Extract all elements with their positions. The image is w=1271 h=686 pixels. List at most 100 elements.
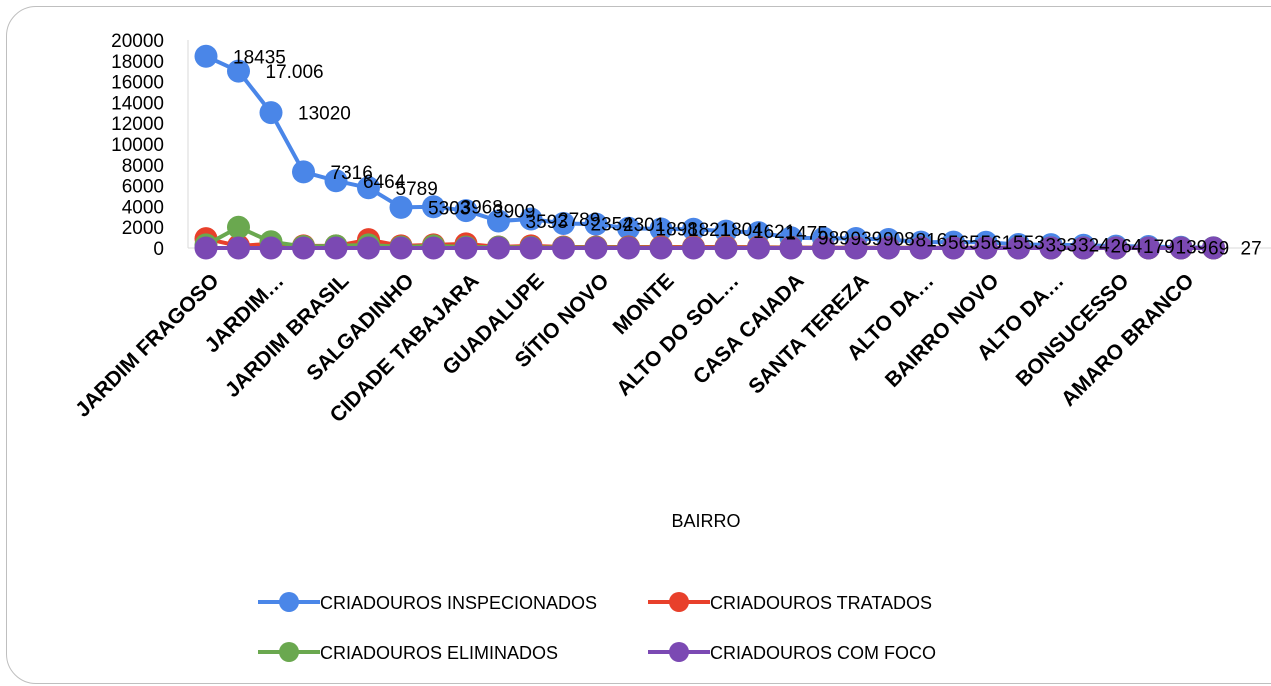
data-label: 2789 [558, 210, 600, 231]
data-point [844, 236, 868, 260]
data-label: 2354 [591, 215, 634, 236]
data-label: 1898 [656, 219, 698, 240]
legend-label: CRIADOUROS INSPECIONADOS [320, 593, 597, 613]
data-point [487, 209, 510, 233]
y-tick-label: 4000 [122, 197, 164, 218]
data-label: 5789 [396, 179, 438, 200]
data-point [649, 236, 673, 260]
x-tick-label: BAIRRO NOVO [881, 269, 1004, 392]
data-label: 18435 [233, 47, 286, 68]
data-label: 1621 [753, 222, 795, 243]
data-label: 989 [818, 229, 850, 250]
data-point [617, 236, 640, 260]
data-point [324, 169, 348, 193]
y-tick-label: 16000 [111, 73, 164, 94]
data-point [487, 236, 510, 260]
data-label: 1821 [688, 220, 730, 241]
legend-swatch-marker [669, 642, 689, 662]
data-label: 3909 [493, 202, 535, 223]
legend-label: CRIADOUROS TRATADOS [710, 593, 932, 613]
data-point [649, 217, 673, 241]
y-tick-label: 8000 [122, 156, 164, 177]
data-point [1169, 236, 1193, 260]
data-point [552, 236, 575, 260]
data-point [357, 236, 380, 260]
legend-swatch-marker [279, 592, 299, 612]
data-label: 324 [1078, 236, 1110, 257]
data-label: 816 [916, 231, 948, 252]
y-tick-label: 14000 [111, 93, 164, 114]
data-point [454, 236, 478, 260]
legend-item: CRIADOUROS TRATADOS [648, 592, 932, 613]
chart-frame [6, 6, 1271, 684]
legend-swatch-marker [669, 592, 689, 612]
data-label: 6464 [363, 172, 406, 193]
data-label: 69 [1208, 238, 1229, 259]
x-tick-label: ALTO DO SOL… [612, 269, 743, 400]
y-tick-label: 10000 [111, 135, 164, 156]
data-label: 1804 [721, 220, 764, 241]
data-point [1202, 236, 1225, 260]
data-point [909, 236, 933, 260]
data-label: 565 [948, 233, 980, 254]
series-layer [194, 44, 1225, 260]
data-label: 27 [1241, 239, 1262, 260]
y-tick-label: 12000 [111, 114, 164, 135]
data-point [1104, 236, 1128, 260]
data-point [227, 215, 250, 239]
data-point [1039, 236, 1063, 260]
data-point [259, 236, 283, 260]
data-label: 179 [1143, 237, 1175, 258]
data-label: 939 [851, 229, 883, 250]
data-point [1072, 236, 1095, 260]
data-label: 13020 [298, 104, 351, 125]
data-point [974, 236, 998, 260]
data-point [747, 236, 770, 260]
data-point [389, 236, 413, 260]
data-point [227, 59, 250, 83]
data-point [389, 195, 413, 219]
series-3 [194, 236, 1225, 260]
legend-label: CRIADOUROS COM FOCO [710, 643, 936, 663]
data-label: 908 [883, 230, 915, 251]
data-label: 3968 [461, 198, 503, 219]
data-label: 139 [1176, 238, 1208, 259]
x-tick-label: CASA CAIADA [689, 269, 809, 389]
legend: CRIADOUROS INSPECIONADOS CRIADOUROS TRATA… [258, 592, 936, 663]
x-tick-label: SANTA TEREZA [744, 269, 873, 398]
data-point [292, 236, 315, 260]
data-point [259, 101, 283, 125]
data-point [519, 236, 543, 260]
data-label: 553 [1013, 233, 1045, 254]
data-point [584, 212, 608, 236]
data-label: 17.006 [266, 62, 324, 83]
data-point [617, 216, 640, 240]
x-tick-label: BONSUCESSO [1012, 269, 1134, 391]
data-point [194, 236, 218, 260]
data-label: 3593 [526, 212, 568, 233]
data-label: 1475 [786, 224, 828, 245]
y-tick-label: 2000 [122, 218, 164, 239]
data-point [454, 199, 478, 223]
legend-label: CRIADOUROS ELIMINADOS [320, 643, 558, 663]
series-line [205, 54, 1214, 250]
data-point [812, 236, 835, 260]
y-tick-label: 6000 [122, 177, 164, 198]
legend-swatch-marker [279, 642, 299, 662]
data-point [714, 219, 738, 243]
data-point [1007, 236, 1030, 260]
data-point [422, 236, 445, 260]
data-point [324, 236, 348, 260]
y-tick-label: 0 [153, 239, 164, 260]
data-point [682, 217, 705, 241]
data-point [682, 236, 705, 260]
x-tick-label: JARDIM BRASIL [221, 269, 354, 402]
data-point [1137, 236, 1160, 260]
y-tick-label: 20000 [111, 31, 164, 52]
x-tick-label: JARDIM FRAGOSO [71, 269, 223, 421]
data-point [584, 236, 608, 260]
data-label: 2301 [623, 215, 665, 236]
